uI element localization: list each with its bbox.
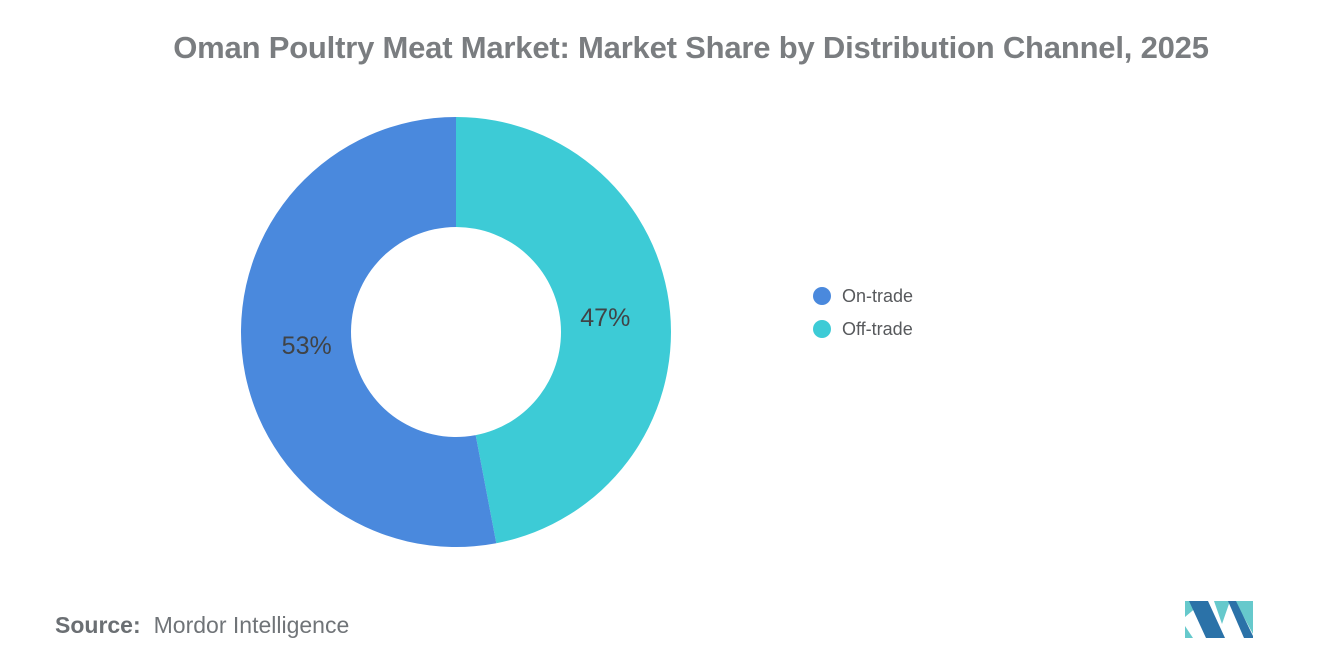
legend-item-on-trade[interactable]: On-trade bbox=[813, 287, 913, 305]
logo-shape-blue-left-band bbox=[1189, 601, 1225, 638]
legend-swatch-on-trade bbox=[813, 287, 831, 305]
source-value: Mordor Intelligence bbox=[153, 612, 350, 638]
chart-title: Oman Poultry Meat Market: Market Share b… bbox=[173, 30, 1209, 65]
legend: On-trade Off-trade bbox=[813, 287, 913, 338]
mordor-intelligence-logo bbox=[1185, 601, 1253, 638]
logo-shape-teal-bottom-left bbox=[1185, 626, 1193, 638]
legend-label-on-trade: On-trade bbox=[842, 286, 914, 306]
slice-off-trade[interactable] bbox=[456, 117, 671, 544]
legend-item-off-trade[interactable]: Off-trade bbox=[813, 320, 913, 338]
source-line: Source: Mordor Intelligence bbox=[55, 612, 349, 639]
logo-shape-teal-middle bbox=[1214, 601, 1230, 624]
slice-label-off-trade: 47% bbox=[580, 304, 630, 332]
legend-label-off-trade: Off-trade bbox=[842, 319, 913, 339]
legend-swatch-off-trade bbox=[813, 320, 831, 338]
slice-on-trade[interactable] bbox=[240, 117, 497, 547]
slice-label-on-trade: 53% bbox=[282, 332, 332, 360]
source-label: Source: bbox=[55, 612, 141, 638]
logo-shape-blue-right-band bbox=[1228, 601, 1253, 638]
